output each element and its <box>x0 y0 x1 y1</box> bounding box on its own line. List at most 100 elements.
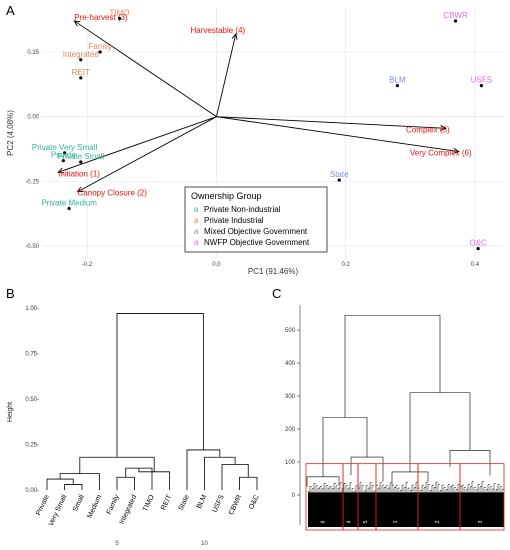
pca-legend-entry-private-non-industrial: Private Non-industrial <box>204 205 281 214</box>
pca-grid <box>42 8 504 259</box>
panel-label-a: A <box>6 3 15 18</box>
pca-y-tick-1: -0.25 <box>25 179 39 185</box>
dendrogram-c-cluster-boxes: 6 4 5 1 2 3 <box>305 463 505 531</box>
dendrogram-c-root-split <box>344 314 441 418</box>
pca-x-tick-0: -0.2 <box>82 262 93 268</box>
dendrogram-c-cluster-label-6: 6 <box>321 520 327 523</box>
pca-biplot: -0.2 0.0 0.2 0.4 -0.50 -0.25 0.00 0.25 Pre-harv… <box>6 8 504 276</box>
pca-x-tick-1: 0.0 <box>212 262 221 268</box>
dendrogram-b-y-ticks: 0.00- 0.25- 0.50- 0.75- 1.00- <box>25 306 39 494</box>
pca-point-label-private-very-small: Private Very Small <box>32 143 98 152</box>
dendrogram-b-merge-3 <box>116 476 135 490</box>
dendrogram-c-cluster-label-5: 5 <box>363 520 369 523</box>
dendrogram-c-y-tick-3: 300 <box>285 394 296 400</box>
dendrogram-b-leaf-medium: Medium <box>86 494 103 520</box>
pca-vector-harvestable-4 <box>216 33 237 117</box>
pca-point-cbwr <box>453 19 458 23</box>
pca-vector-initiation-1 <box>58 116 217 173</box>
pca-point-private <box>61 159 65 163</box>
dendrogram-b-merge-0 <box>64 484 83 490</box>
pca-point-private-medium <box>67 206 71 211</box>
dendrogram-c-cluster-label-3: 3 <box>478 520 484 523</box>
dendrogram-c-cluster-label-1: 1 <box>393 520 399 523</box>
pca-vector-arrowhead-1 <box>231 32 238 40</box>
panel-label-c: C <box>272 286 281 301</box>
dendrogram-c-branches <box>306 314 491 487</box>
panel-label-b: B <box>6 286 15 301</box>
dendrogram-c-left-split <box>322 417 368 477</box>
dendrogram-c-y-tick-1: 100 <box>285 460 296 466</box>
dendrogram-b-leaf-usfs: USFS <box>212 494 226 514</box>
dendrogram-c-fine-branches <box>307 481 504 493</box>
dendrogram-b-leaf-timo: TIMO <box>142 493 156 512</box>
dendrogram-b-leaf-integrated: Integrated <box>119 494 139 526</box>
dendrogram-b-x-ticks: 5 10 <box>115 541 208 547</box>
dendrogram-c-leaf-mass <box>307 481 504 527</box>
dendrogram-c-y-tick-2: 200 <box>285 427 296 433</box>
pca-y-tick-2: 0.00 <box>27 115 39 121</box>
dendrogram-b-leaf-o-c: O&C <box>248 494 261 511</box>
dendrogram-c-y-ticks: 0 100 200 300 400 500 <box>285 328 300 499</box>
pca-vector-complex-5 <box>216 116 446 129</box>
dendrogram-b-y-tick-2: 0.50- <box>25 397 39 403</box>
pca-point-label-usfs: USFS <box>471 76 492 85</box>
dendrogram-b-y-tick-4: 1.00- <box>25 306 39 312</box>
pca-point-label-cbwr: CBWR <box>443 11 468 20</box>
dendrogram-b-merge-7 <box>239 476 258 490</box>
dendrogram-b-y-axis-label: Height <box>7 402 14 422</box>
pca-point-label-timo: TIMO <box>110 8 130 17</box>
cluster-dendrogram: 0 100 200 300 400 500 6 4 5 1 2 3 <box>285 305 505 531</box>
pca-vector-arrowhead-5 <box>76 186 84 193</box>
dendrogram-b-merge-10 <box>186 449 221 490</box>
pca-legend: Ownership Group a Private Non-industrial a… <box>184 186 328 253</box>
dendrogram-c-sub-a <box>350 456 384 482</box>
pca-legend-entry-mixed-objective-government: Mixed Objective Government <box>204 227 308 236</box>
dendrogram-c-leaf-block <box>308 492 504 527</box>
pca-legend-symbol-1: a <box>194 216 199 225</box>
pca-vector-label-canopy-closure-2: Canopy Closure (2) <box>78 189 148 198</box>
dendrogram-b-merge-9 <box>204 456 236 490</box>
pca-legend-symbol-3: a <box>194 238 199 247</box>
dendrogram-c-right-split <box>409 392 471 472</box>
pca-point-label-blm: BLM <box>389 76 406 85</box>
dendrogram-b-leaf-cbwr: CBWR <box>228 494 243 516</box>
pca-y-tick-0: -0.50 <box>25 244 39 250</box>
pca-point-usfs <box>479 84 483 88</box>
pca-x-tick-2: 0.2 <box>342 262 351 268</box>
dendrogram-b-y-tick-3: 0.75- <box>25 352 39 358</box>
pca-vector-label-complex-5: Complex (5) <box>406 125 450 134</box>
pca-vector-arrowhead-4 <box>57 167 65 174</box>
pca-point-label-integrated: Integrated <box>63 50 99 59</box>
pca-point-label-private-small: Private Small <box>57 152 104 161</box>
dendrogram-b-y-tick-1: 0.25- <box>25 443 39 449</box>
dendrogram-b-merge-2 <box>59 473 100 490</box>
pca-point-state <box>337 178 341 182</box>
pca-point-reit <box>79 76 83 80</box>
dendrogram-b-x-tick-1: 10 <box>201 541 208 547</box>
dendrogram-b-leaf-family: Family <box>106 493 121 515</box>
dendrogram-b-y-tick-0: 0.00- <box>25 488 39 494</box>
pca-vector-pre-harvest-3 <box>74 20 217 118</box>
pca-point-label-state: State <box>330 170 349 179</box>
pca-vector-label-harvestable-4: Harvestable (4) <box>191 26 246 35</box>
pca-y-tick-3: 0.25 <box>27 50 39 56</box>
pca-vector-label-initiation-1: Initiation (1) <box>58 169 100 178</box>
dendrogram-b-leaf-reit: REIT <box>160 493 173 511</box>
dendrogram-b-merge-11 <box>116 313 204 458</box>
pca-x-axis-label: PC1 (91.46%) <box>248 267 299 276</box>
pca-legend-symbol-2: a <box>194 227 199 236</box>
pca-legend-entry-nwfp-objective-government: NWFP Objective Government <box>204 238 310 247</box>
pca-vector-arrowhead-3 <box>452 147 460 154</box>
dendrogram-c-sub-c <box>391 471 429 486</box>
pca-x-tick-3: 0.4 <box>471 262 480 268</box>
pca-point-private-small <box>79 160 83 164</box>
pca-point-o-c <box>476 247 480 251</box>
pca-vector-arrowhead-0 <box>73 20 81 27</box>
pca-point-label-reit: REIT <box>72 68 90 77</box>
pca-legend-entry-private-industrial: Private Industrial <box>204 216 264 225</box>
pca-point-private-very-small <box>63 151 67 155</box>
dendrogram-c-y-tick-0: 0 <box>292 493 296 499</box>
pca-y-axis-label: PC2 (4.08%) <box>6 110 15 156</box>
